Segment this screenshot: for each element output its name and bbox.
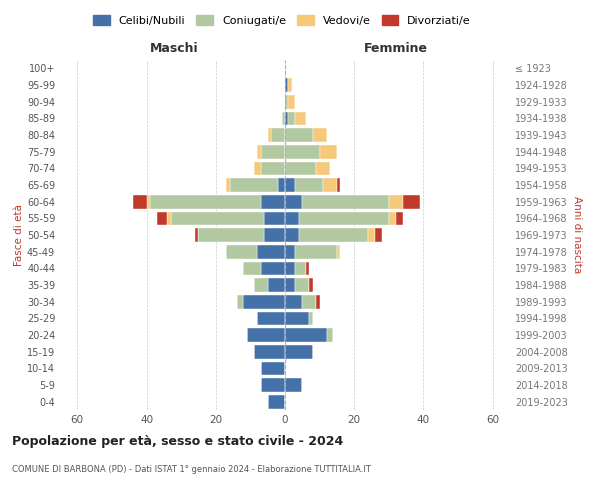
Bar <box>302 195 389 208</box>
Bar <box>313 128 326 142</box>
Bar <box>257 245 285 258</box>
Bar <box>309 278 313 292</box>
Bar <box>254 345 285 358</box>
Bar <box>285 212 299 225</box>
Bar <box>244 262 261 275</box>
Bar <box>230 178 278 192</box>
Bar <box>264 228 285 242</box>
Bar <box>261 195 285 208</box>
Bar <box>285 278 295 292</box>
Bar <box>389 212 396 225</box>
Bar <box>396 212 403 225</box>
Bar <box>264 212 285 225</box>
Bar <box>285 178 295 192</box>
Bar <box>295 245 337 258</box>
Bar <box>226 178 230 192</box>
Bar <box>295 178 323 192</box>
Bar <box>285 78 289 92</box>
Bar <box>261 378 285 392</box>
Bar <box>268 278 285 292</box>
Bar <box>299 212 389 225</box>
Bar <box>337 245 340 258</box>
Bar <box>302 295 316 308</box>
Bar <box>257 312 285 325</box>
Bar <box>236 295 244 308</box>
Bar <box>281 112 285 125</box>
Bar <box>261 162 285 175</box>
Bar <box>285 128 313 142</box>
Bar <box>295 112 306 125</box>
Bar <box>295 278 309 292</box>
Bar <box>268 395 285 408</box>
Bar <box>167 212 171 225</box>
Bar <box>285 312 309 325</box>
Bar <box>285 195 302 208</box>
Bar <box>299 228 368 242</box>
Bar <box>285 295 302 308</box>
Bar <box>257 145 261 158</box>
Bar <box>289 78 292 92</box>
Bar <box>133 195 146 208</box>
Bar <box>254 278 268 292</box>
Bar <box>195 228 199 242</box>
Text: Maschi: Maschi <box>150 42 199 55</box>
Bar <box>316 162 330 175</box>
Bar <box>375 228 382 242</box>
Y-axis label: Anni di nascita: Anni di nascita <box>572 196 581 274</box>
Bar <box>199 228 264 242</box>
Bar <box>261 362 285 375</box>
Bar <box>146 195 150 208</box>
Bar <box>306 262 309 275</box>
Y-axis label: Fasce di età: Fasce di età <box>14 204 24 266</box>
Text: COMUNE DI BARBONA (PD) - Dati ISTAT 1° gennaio 2024 - Elaborazione TUTTITALIA.IT: COMUNE DI BARBONA (PD) - Dati ISTAT 1° g… <box>12 465 371 474</box>
Bar <box>285 112 289 125</box>
Bar <box>247 328 285 342</box>
Bar <box>285 162 316 175</box>
Legend: Celibi/Nubili, Coniugati/e, Vedovi/e, Divorziati/e: Celibi/Nubili, Coniugati/e, Vedovi/e, Di… <box>89 10 475 30</box>
Bar <box>271 128 285 142</box>
Bar <box>337 178 340 192</box>
Bar <box>285 228 299 242</box>
Bar <box>316 295 320 308</box>
Text: Popolazione per età, sesso e stato civile - 2024: Popolazione per età, sesso e stato civil… <box>12 435 343 448</box>
Bar <box>285 145 320 158</box>
Text: Femmine: Femmine <box>364 42 428 55</box>
Bar <box>285 345 313 358</box>
Bar <box>268 128 271 142</box>
Bar <box>261 262 285 275</box>
Bar <box>278 178 285 192</box>
Bar <box>368 228 375 242</box>
Bar <box>285 262 295 275</box>
Bar <box>285 328 326 342</box>
Bar <box>309 312 313 325</box>
Bar <box>326 328 334 342</box>
Bar <box>295 262 306 275</box>
Bar <box>289 95 295 108</box>
Bar <box>226 245 257 258</box>
Bar <box>323 178 337 192</box>
Bar <box>285 245 295 258</box>
Bar <box>157 212 167 225</box>
Bar <box>171 212 264 225</box>
Bar <box>285 378 302 392</box>
Bar <box>254 162 261 175</box>
Bar <box>285 95 289 108</box>
Bar <box>150 195 261 208</box>
Bar <box>320 145 337 158</box>
Bar <box>389 195 403 208</box>
Bar <box>244 295 285 308</box>
Bar <box>289 112 295 125</box>
Bar <box>403 195 420 208</box>
Bar <box>261 145 285 158</box>
